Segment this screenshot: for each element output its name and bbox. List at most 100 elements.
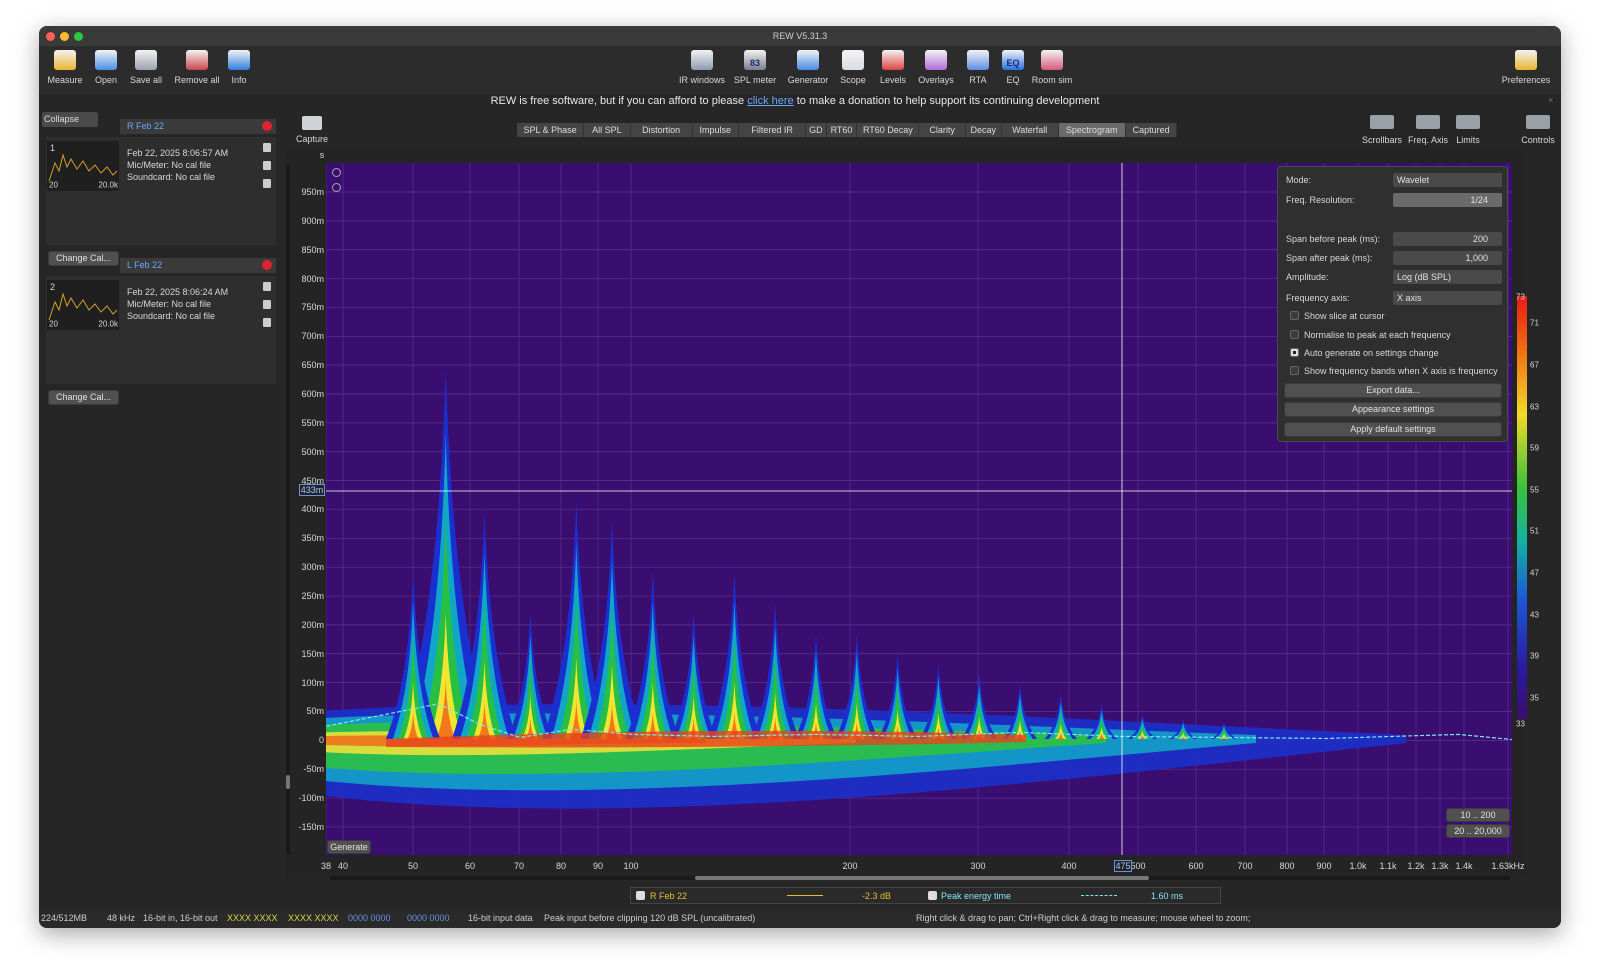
graph-tab[interactable]: All SPL: [584, 123, 631, 137]
control-value[interactable]: 200: [1393, 232, 1502, 246]
toolbar-label[interactable]: RTA: [969, 75, 987, 85]
graph-tab[interactable]: Decay: [965, 123, 1002, 137]
measurement-tool[interactable]: [263, 179, 271, 188]
graph-tab[interactable]: RT60 Decay: [857, 123, 920, 137]
toolbar-label[interactable]: Remove all: [174, 75, 220, 85]
toolbar-icon[interactable]: [1515, 50, 1537, 70]
change-cal-button[interactable]: Change Cal...: [48, 390, 119, 405]
graph-tab[interactable]: Distortion: [630, 123, 693, 137]
view-label[interactable]: Freq. Axis: [1407, 135, 1449, 145]
toolbar-icon[interactable]: [925, 50, 947, 70]
toolbar-icon[interactable]: [54, 50, 76, 70]
x-tick-label: 100: [623, 861, 639, 871]
toolbar-label[interactable]: Scope: [840, 75, 866, 85]
v-scrollbar[interactable]: [286, 165, 290, 855]
control-value[interactable]: Log (dB SPL): [1393, 270, 1502, 284]
zoom-in[interactable]: [332, 168, 341, 177]
measurement-remove[interactable]: [262, 121, 272, 131]
toolbar-icon[interactable]: [797, 50, 819, 70]
control-label: Span before peak (ms):: [1286, 234, 1381, 244]
graph-tab[interactable]: Clarity: [919, 123, 966, 137]
x-tick-label: 1.1k: [1379, 861, 1397, 871]
measurement-tool[interactable]: [263, 282, 271, 291]
toolbar-icon[interactable]: [228, 50, 250, 70]
checkbox[interactable]: [1290, 366, 1299, 375]
view-icon[interactable]: [1526, 115, 1550, 129]
graph-tab[interactable]: Captured: [1125, 123, 1178, 137]
view-label[interactable]: Controls: [1521, 135, 1555, 145]
toolbar-icon[interactable]: [744, 50, 766, 70]
toolbar-label[interactable]: Save all: [129, 75, 163, 85]
control-value[interactable]: 1,000: [1393, 251, 1502, 265]
toolbar-icon[interactable]: [1041, 50, 1063, 70]
toolbar-icon[interactable]: [186, 50, 208, 70]
control-value[interactable]: 1/24: [1393, 193, 1502, 207]
banner-close[interactable]: ×: [1548, 95, 1554, 105]
legend-checkbox[interactable]: [928, 891, 937, 900]
capture-icon[interactable]: [302, 116, 322, 130]
checkbox[interactable]: [1290, 311, 1299, 320]
control-value[interactable]: X axis: [1393, 291, 1502, 305]
toolbar-icon[interactable]: [135, 50, 157, 70]
close-button[interactable]: [46, 32, 55, 41]
toolbar-label[interactable]: IR windows: [678, 75, 726, 85]
control-value[interactable]: Wavelet: [1393, 173, 1502, 187]
graph-tab[interactable]: GD: [806, 123, 827, 137]
view-icon[interactable]: [1416, 115, 1440, 129]
toolbar-label[interactable]: Room sim: [1031, 75, 1073, 85]
zoom-button[interactable]: [74, 32, 83, 41]
generate-button[interactable]: Generate: [327, 840, 371, 854]
range-button[interactable]: 20 .. 20,000: [1446, 824, 1510, 838]
toolbar-label[interactable]: Info: [231, 75, 247, 85]
view-label[interactable]: Scrollbars: [1361, 135, 1403, 145]
toolbar-icon[interactable]: [691, 50, 713, 70]
graph-tab[interactable]: SPL & Phase: [517, 123, 585, 137]
control-button[interactable]: Export data...: [1284, 383, 1502, 398]
measurement-tool[interactable]: [263, 300, 271, 309]
measurement-name[interactable]: L Feb 22: [127, 260, 163, 270]
measurement-remove[interactable]: [262, 260, 272, 270]
donation-link[interactable]: click here: [747, 95, 794, 107]
view-icon[interactable]: [1456, 115, 1480, 129]
toolbar-label[interactable]: Generator: [787, 75, 829, 85]
measurement-tool[interactable]: [263, 161, 271, 170]
change-cal-button[interactable]: Change Cal...: [48, 251, 119, 266]
measurement-name[interactable]: R Feb 22: [127, 121, 165, 131]
spectrogram[interactable]: [326, 163, 1512, 855]
checkbox[interactable]: [1290, 348, 1299, 357]
toolbar-icon[interactable]: [95, 50, 117, 70]
toolbar-label[interactable]: EQ: [1006, 75, 1020, 85]
toolbar-icon[interactable]: [882, 50, 904, 70]
measurement-tool[interactable]: [263, 318, 271, 327]
view-icon[interactable]: [1370, 115, 1394, 129]
toolbar-label[interactable]: Levels: [879, 75, 907, 85]
range-button[interactable]: 10 .. 200: [1446, 808, 1510, 822]
control-button[interactable]: Apply default settings: [1284, 422, 1502, 437]
legend-swatch: [1081, 895, 1117, 896]
checkbox[interactable]: [1290, 330, 1299, 339]
graph-tab[interactable]: RT60: [826, 123, 858, 137]
h-scroll-thumb[interactable]: [695, 876, 1149, 880]
minimize-button[interactable]: [60, 32, 69, 41]
zoom-out[interactable]: [332, 183, 341, 192]
graph-tab[interactable]: Impulse: [692, 123, 739, 137]
toolbar-label[interactable]: Overlays: [918, 75, 954, 85]
measurement-date: Feb 22, 2025 8:06:57 AM: [127, 148, 229, 158]
toolbar-label[interactable]: Measure: [47, 75, 83, 85]
capture-label[interactable]: Capture: [295, 134, 329, 144]
collapse-button[interactable]: Collapse: [42, 112, 98, 127]
toolbar-label[interactable]: Open: [94, 75, 118, 85]
toolbar-label[interactable]: SPL meter: [733, 75, 777, 85]
view-label[interactable]: Limits: [1456, 135, 1480, 145]
toolbar-label[interactable]: Preferences: [1501, 75, 1551, 85]
toolbar-icon[interactable]: [967, 50, 989, 70]
control-button[interactable]: Appearance settings: [1284, 402, 1502, 417]
toolbar-icon[interactable]: [1002, 50, 1024, 70]
v-scroll-thumb[interactable]: [286, 775, 290, 789]
measurement-tool[interactable]: [263, 143, 271, 152]
graph-tab[interactable]: Spectrogram: [1058, 123, 1126, 137]
toolbar-icon[interactable]: [842, 50, 864, 70]
graph-tab[interactable]: Waterfall: [1001, 123, 1059, 137]
graph-tab[interactable]: Filtered IR: [739, 123, 807, 137]
legend-checkbox[interactable]: [636, 891, 645, 900]
